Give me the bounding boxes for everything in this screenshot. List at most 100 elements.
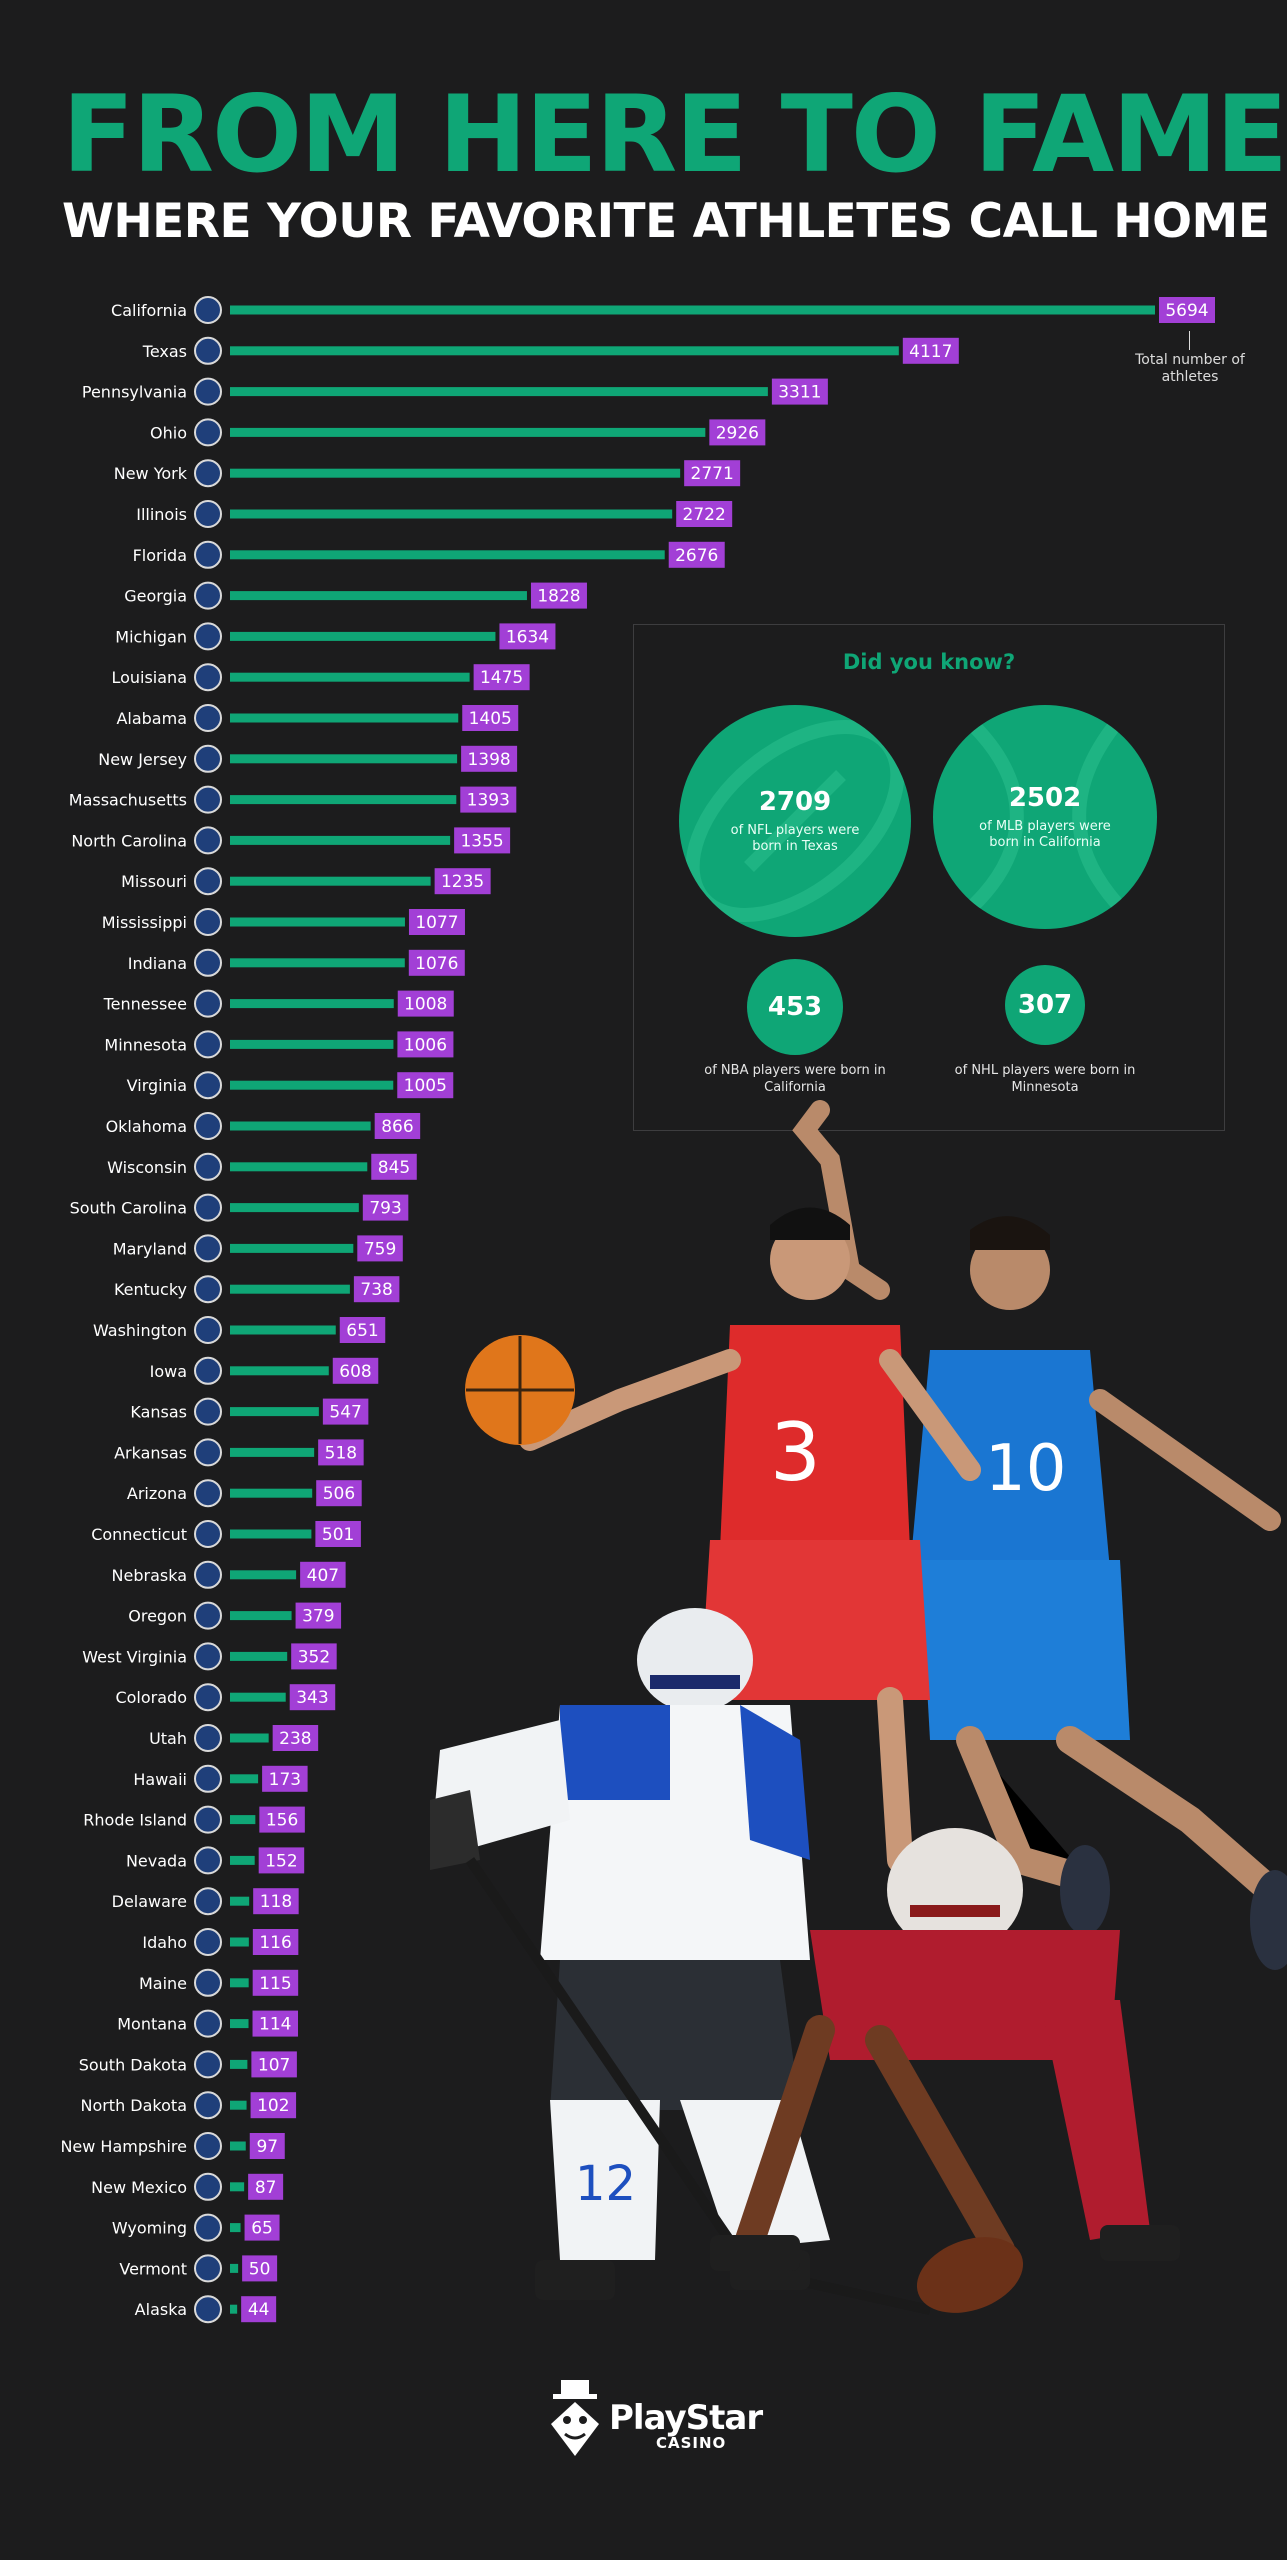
bar-idaho xyxy=(230,1937,249,1947)
football-icon xyxy=(685,720,905,922)
value-label-texas: 4117 xyxy=(909,342,952,362)
state-flag-icon-rhode-island xyxy=(194,1805,222,1834)
state-label-minnesota: Minnesota xyxy=(104,1035,187,1054)
state-label-new-mexico: New Mexico xyxy=(91,2178,187,2197)
state-flag-icon-texas xyxy=(194,336,222,365)
state-flag-icon-north-carolina xyxy=(194,826,222,855)
state-flag-icon-washington xyxy=(194,1316,222,1344)
nba-fact-value: 453 xyxy=(767,992,823,1022)
value-label-new-hampshire: 97 xyxy=(256,2137,278,2157)
state-flag-icon-north-dakota xyxy=(194,2091,222,2120)
page-subtitle: WHERE YOUR FAVORITE ATHLETES CALL HOME xyxy=(62,194,1270,249)
athletes-illustration: 10 3 xyxy=(430,1100,1287,2315)
state-label-new-york: New York xyxy=(114,464,188,483)
bar-alabama xyxy=(230,713,459,723)
value-label-mississippi: 1077 xyxy=(415,913,458,933)
value-label-wyoming: 65 xyxy=(251,2219,273,2239)
state-flag-icon-missouri xyxy=(194,867,222,896)
value-badge-new-mexico xyxy=(248,2173,284,2200)
state-label-arkansas: Arkansas xyxy=(114,1443,187,1462)
value-label-illinois: 2722 xyxy=(683,505,726,525)
value-badge-pennsylvania xyxy=(771,378,828,405)
state-label-rhode-island: Rhode Island xyxy=(83,1811,187,1830)
value-label-new-mexico: 87 xyxy=(255,2178,277,2198)
state-label-ohio: Ohio xyxy=(150,423,187,442)
bar-west-virginia xyxy=(230,1651,288,1661)
value-badge-georgia xyxy=(530,582,587,609)
athletes-bar-chart: California 5694 Texas 4117 Pennsylvania 3311 O… xyxy=(60,296,1215,2324)
state-label-pennsylvania: Pennsylvania xyxy=(82,383,187,402)
value-badge-utah xyxy=(272,1725,319,1751)
state-label-arizona: Arizona xyxy=(127,1484,187,1503)
nhl-fact-circle: 307 xyxy=(1005,965,1085,1045)
bar-arizona xyxy=(230,1488,313,1498)
state-label-georgia: Georgia xyxy=(124,587,187,606)
bar-iowa xyxy=(230,1366,329,1376)
hockey-player: 12 xyxy=(430,1608,932,2315)
value-badge-maine xyxy=(252,1969,299,1996)
state-label-wisconsin: Wisconsin xyxy=(107,1158,187,1177)
value-label-nebraska: 407 xyxy=(307,1566,339,1586)
state-label-kansas: Kansas xyxy=(130,1403,187,1422)
value-label-new-york: 2771 xyxy=(691,464,734,484)
state-flag-icon-montana xyxy=(194,2009,222,2038)
value-badge-arkansas xyxy=(318,1439,364,1466)
value-badge-new-hampshire xyxy=(249,2133,285,2159)
bar-new-jersey xyxy=(230,754,458,764)
nfl-fact-value: 2709 xyxy=(758,787,832,817)
state-label-florida: Florida xyxy=(133,546,187,565)
state-flag-icon-mississippi xyxy=(194,908,222,936)
state-flag-icon-arizona xyxy=(194,1479,222,1508)
value-label-alabama: 1405 xyxy=(469,709,512,729)
value-badge-maryland xyxy=(357,1235,403,1262)
value-badge-hawaii xyxy=(262,1765,308,1792)
value-label-wisconsin: 845 xyxy=(378,1158,410,1178)
state-label-oregon: Oregon xyxy=(128,1607,187,1626)
value-badge-michigan xyxy=(499,623,556,650)
value-badge-south-dakota xyxy=(251,2051,297,2078)
value-label-maine: 115 xyxy=(259,1974,291,1994)
state-flag-icon-massachusetts xyxy=(194,785,222,814)
bar-north-carolina xyxy=(230,835,451,845)
value-badge-illinois xyxy=(676,501,733,527)
value-label-oklahoma: 866 xyxy=(381,1117,413,1137)
value-label-nevada: 152 xyxy=(265,1851,297,1871)
bar-oregon xyxy=(230,1611,292,1621)
bar-alaska xyxy=(230,2304,238,2314)
value-badge-nebraska xyxy=(300,1561,346,1588)
bar-georgia xyxy=(230,591,527,601)
bar-tennessee xyxy=(230,999,394,1009)
value-label-iowa: 608 xyxy=(339,1362,371,1382)
value-label-louisiana: 1475 xyxy=(480,668,523,688)
bar-oklahoma xyxy=(230,1121,371,1131)
bar-new-york xyxy=(230,468,681,478)
value-badge-colorado xyxy=(289,1684,336,1711)
bar-new-mexico xyxy=(230,2182,245,2192)
value-badge-louisiana xyxy=(473,664,530,691)
logo-sub: CASINO xyxy=(656,2434,727,2452)
value-badge-washington xyxy=(339,1317,386,1343)
svg-text:3: 3 xyxy=(770,1406,821,1499)
bar-florida xyxy=(230,550,665,560)
value-badge-vermont xyxy=(242,2255,278,2282)
value-badge-california xyxy=(1159,297,1215,323)
value-badge-north-dakota xyxy=(250,2092,297,2119)
value-label-kentucky: 738 xyxy=(360,1280,392,1300)
bar-texas xyxy=(230,346,899,356)
state-flag-icon-pennsylvania xyxy=(194,377,222,406)
value-label-virginia: 1005 xyxy=(404,1076,447,1096)
state-label-alabama: Alabama xyxy=(116,709,187,728)
state-flag-icon-illinois xyxy=(194,500,222,528)
did-you-know-title: Did you know? xyxy=(842,650,1016,674)
bar-delaware xyxy=(230,1896,250,1906)
state-label-south-carolina: South Carolina xyxy=(70,1199,187,1218)
state-label-south-dakota: South Dakota xyxy=(79,2055,187,2074)
value-label-missouri: 1235 xyxy=(441,872,484,892)
value-label-delaware: 118 xyxy=(260,1892,292,1912)
mlb-fact-value: 2502 xyxy=(1008,783,1082,813)
football-player xyxy=(710,1828,1180,2313)
value-label-south-carolina: 793 xyxy=(369,1199,401,1219)
bar-wyoming xyxy=(230,2223,241,2233)
page-title: FROM HERE TO FAME xyxy=(62,73,1287,196)
state-label-mississippi: Mississippi xyxy=(102,913,187,932)
